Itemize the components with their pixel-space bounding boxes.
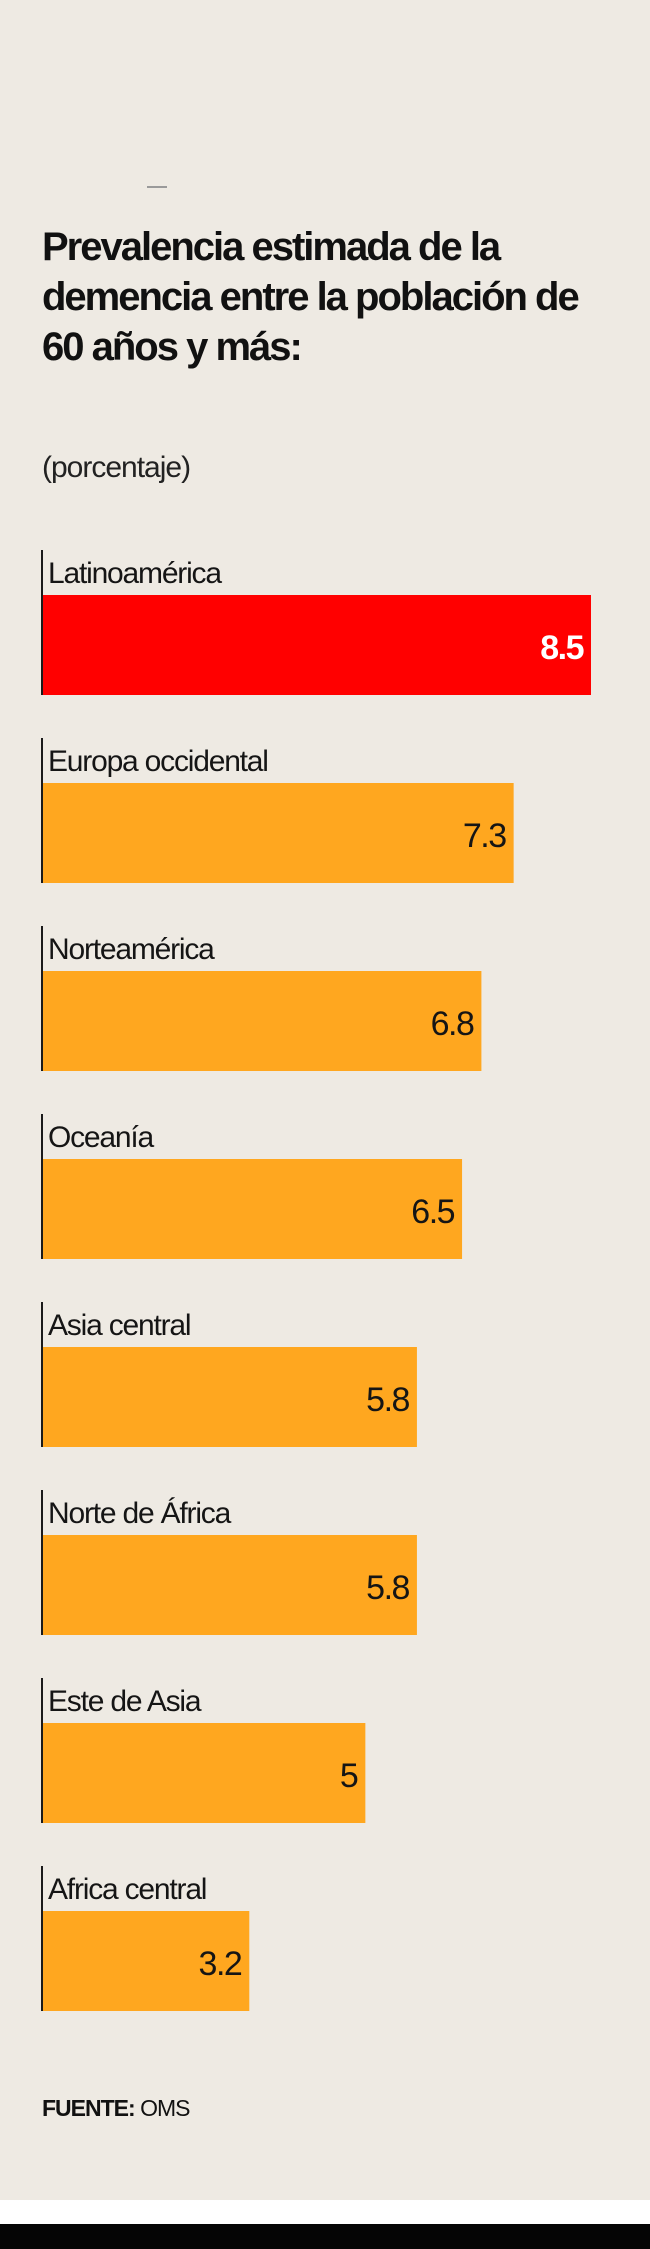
chart-subtitle: (porcentaje) [42,451,191,484]
category-label: Norteamérica [48,933,215,966]
value-label: 5 [340,1757,358,1795]
bar [43,783,514,883]
source-label: FUENTE: [42,2095,136,2121]
bar [43,1723,366,1823]
bar [43,1159,463,1259]
category-label: Europa occidental [48,745,268,778]
value-label: 3.2 [199,1945,242,1983]
source-note: FUENTE: OMS [42,2093,190,2123]
bar [43,1347,417,1447]
source-value: OMS [140,2095,190,2121]
chart-panel: Prevalencia estimada de la demencia entr… [0,0,650,2200]
bar [43,1911,250,2011]
value-label: 6.5 [411,1193,454,1231]
decorative-dash [147,186,167,188]
bar [43,595,591,695]
category-label: Asia central [48,1309,190,1342]
value-label: 8.5 [540,629,583,667]
category-label: Este de Asia [48,1685,202,1718]
value-label: 6.8 [431,1005,474,1043]
value-label: 7.3 [463,817,506,855]
category-label: Latinoamérica [48,557,222,590]
category-label: Norte de África [48,1497,232,1530]
category-label: Oceanía [48,1121,155,1154]
bottom-bar [0,2224,650,2249]
value-label: 5.8 [366,1569,409,1607]
bar [43,1535,417,1635]
bar-chart: Latinoamérica 8.5 Europa occidental 7.3 Nort… [41,550,591,2011]
value-label: 5.8 [366,1381,409,1419]
category-label: Africa central [48,1873,206,1906]
chart-title: Prevalencia estimada de la demencia entr… [42,225,580,369]
bar [43,971,482,1071]
